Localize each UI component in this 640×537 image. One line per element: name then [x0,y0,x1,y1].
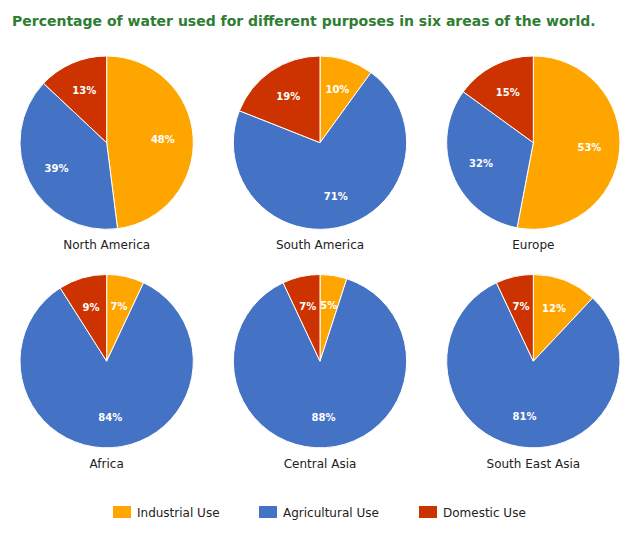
pie [447,275,620,448]
legend-label: Industrial Use [137,506,220,520]
legend-swatch [259,506,277,518]
data-label: 13% [72,85,96,96]
data-label: 7% [513,301,530,312]
pie-label: Europe [512,238,554,252]
data-label: 10% [325,84,349,95]
data-label: 19% [276,91,300,102]
slice [43,56,106,143]
background [0,0,640,537]
data-label: 53% [577,142,601,153]
pie [233,275,406,448]
data-label: 84% [98,412,122,423]
pie-label: Central Asia [284,457,357,471]
slice [233,279,406,448]
pie-label: North America [63,238,150,252]
legend: Industrial Use Agricultural Use Domestic U… [113,506,526,520]
data-label: 81% [513,411,537,422]
slice [283,275,320,362]
data-label: 7% [110,301,127,312]
slice [496,275,533,362]
data-label: 15% [496,87,520,98]
slice [107,56,194,229]
pie [20,275,193,448]
pie-label: South America [276,238,364,252]
chart: Percentage of water used for different p… [0,0,640,537]
pie [447,56,620,229]
data-label: 88% [312,412,336,423]
slice [60,275,106,362]
pie [233,56,406,229]
legend-label: Domestic Use [443,506,526,520]
legend-swatch [113,506,131,518]
slice [239,56,320,143]
data-label: 7% [299,301,316,312]
slice [463,56,533,143]
data-label: 48% [151,134,175,145]
title: Percentage of water used for different p… [12,13,596,29]
data-label: 39% [45,163,69,174]
data-label: 12% [542,303,566,314]
data-label: 9% [82,302,99,313]
legend-swatch [419,506,437,518]
legend-label: Agricultural Use [283,506,379,520]
data-label: 71% [324,191,348,202]
data-label: 5% [320,300,337,311]
pie [20,56,193,229]
data-label: 32% [469,158,493,169]
pie-label: South East Asia [487,457,581,471]
pie-label: Africa [90,457,124,471]
